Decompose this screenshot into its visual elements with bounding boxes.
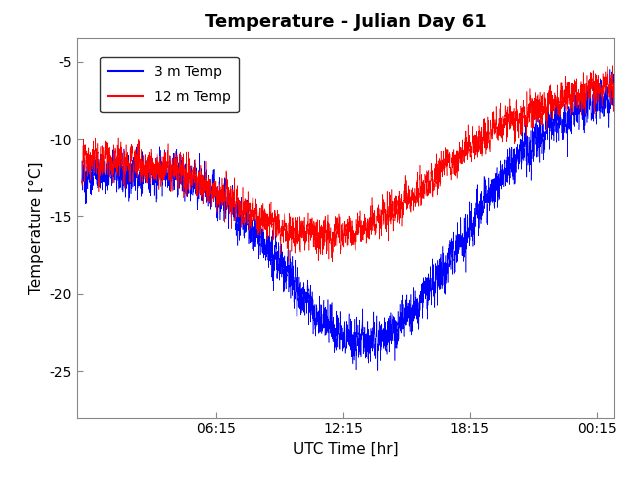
3 m Temp bbox=[595, 86, 602, 92]
3 m Temp bbox=[306, 291, 314, 297]
12 m Temp bbox=[328, 259, 336, 265]
12 m Temp bbox=[568, 100, 575, 106]
Y-axis label: Temperature [°C]: Temperature [°C] bbox=[29, 162, 44, 294]
3 m Temp bbox=[465, 226, 473, 231]
12 m Temp bbox=[78, 180, 86, 186]
12 m Temp bbox=[595, 90, 602, 96]
12 m Temp bbox=[609, 63, 616, 69]
12 m Temp bbox=[306, 230, 314, 236]
Title: Temperature - Julian Day 61: Temperature - Julian Day 61 bbox=[205, 13, 486, 31]
3 m Temp bbox=[568, 108, 575, 114]
Legend: 3 m Temp, 12 m Temp: 3 m Temp, 12 m Temp bbox=[100, 57, 239, 112]
12 m Temp bbox=[611, 75, 618, 81]
Line: 3 m Temp: 3 m Temp bbox=[82, 70, 614, 371]
3 m Temp bbox=[606, 67, 614, 72]
3 m Temp bbox=[611, 83, 618, 88]
3 m Temp bbox=[301, 299, 309, 305]
3 m Temp bbox=[331, 336, 339, 341]
12 m Temp bbox=[301, 230, 309, 236]
3 m Temp bbox=[374, 368, 381, 373]
12 m Temp bbox=[465, 140, 473, 146]
12 m Temp bbox=[331, 232, 339, 238]
X-axis label: UTC Time [hr]: UTC Time [hr] bbox=[292, 442, 399, 457]
3 m Temp bbox=[78, 158, 86, 164]
Line: 12 m Temp: 12 m Temp bbox=[82, 66, 614, 262]
